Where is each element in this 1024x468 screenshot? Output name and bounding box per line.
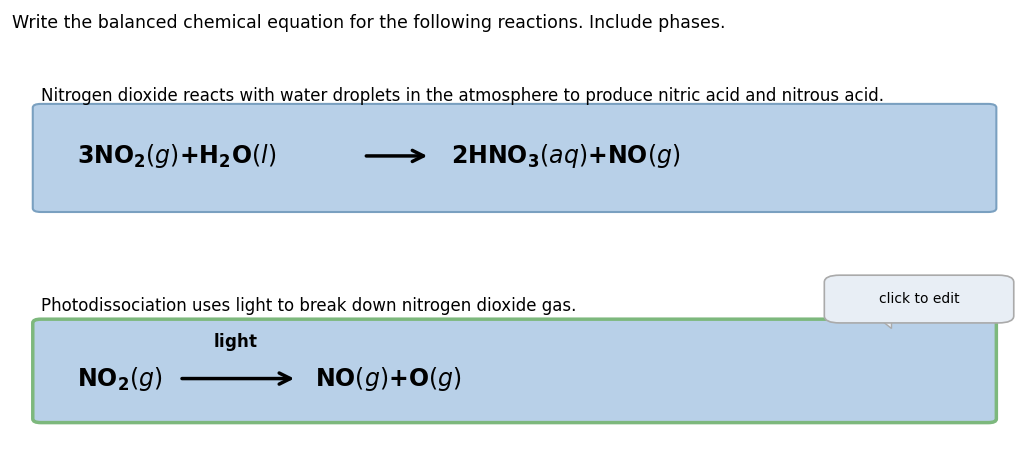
Polygon shape: [876, 316, 891, 328]
Text: $\mathbf{NO}\mathit{(g)}\mathbf{+ O}\mathit{(g)}$: $\mathbf{NO}\mathit{(g)}\mathbf{+ O}\mat…: [315, 365, 462, 393]
FancyBboxPatch shape: [33, 104, 996, 212]
Text: $\mathbf{3NO_2}\mathit{(g)}\mathbf{+ H_2O}\mathit{(l)}$: $\mathbf{3NO_2}\mathit{(g)}\mathbf{+ H_2…: [77, 142, 276, 170]
Text: click to edit: click to edit: [879, 292, 959, 306]
Text: Photodissociation uses light to break down nitrogen dioxide gas.: Photodissociation uses light to break do…: [41, 297, 577, 315]
Text: Write the balanced chemical equation for the following reactions. Include phases: Write the balanced chemical equation for…: [12, 14, 726, 32]
FancyBboxPatch shape: [33, 319, 996, 423]
Text: Nitrogen dioxide reacts with water droplets in the atmosphere to produce nitric : Nitrogen dioxide reacts with water dropl…: [41, 87, 884, 104]
Text: $\mathbf{NO_2}\mathit{(g)}$: $\mathbf{NO_2}\mathit{(g)}$: [77, 365, 163, 393]
Text: $\mathbf{light}$: $\mathbf{light}$: [213, 331, 258, 353]
FancyBboxPatch shape: [824, 275, 1014, 323]
Text: $\mathbf{2HNO_3}\mathit{(aq)}\mathbf{+ NO}\mathit{(g)}$: $\mathbf{2HNO_3}\mathit{(aq)}\mathbf{+ N…: [451, 142, 680, 170]
